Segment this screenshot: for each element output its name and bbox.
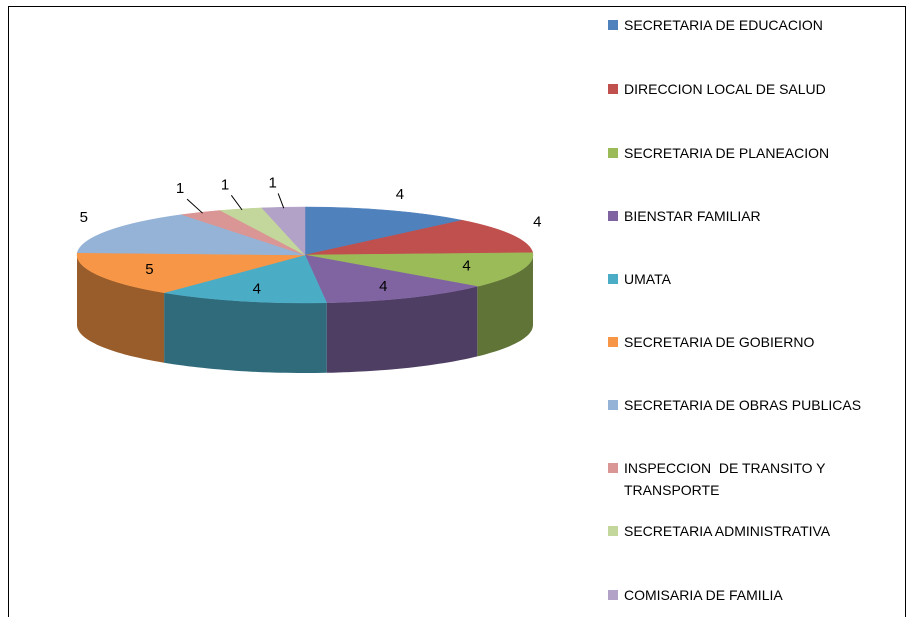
legend-label: SECRETARIA ADMINISTRATIVA [624, 523, 831, 539]
legend-label: BIENSTAR FAMILIAR [624, 208, 761, 224]
legend-label: DIRECCION LOCAL DE SALUD [624, 81, 826, 97]
data-label: 4 [379, 278, 387, 295]
legend-swatch [608, 211, 618, 221]
legend-swatch [608, 400, 618, 410]
legend-swatch [608, 463, 618, 473]
legend-swatch [608, 337, 618, 347]
data-label: 5 [80, 209, 88, 226]
legend-item: BIENSTAR FAMILIAR [608, 205, 898, 227]
legend-item: INSPECCION DE TRANSITO Y TRANSPORTE [608, 457, 898, 501]
data-label: 5 [145, 261, 153, 278]
legend-item: UMATA [608, 268, 898, 290]
pie-wall [326, 286, 478, 373]
pie-wall [77, 255, 165, 363]
legend-item: SECRETARIA DE PLANEACION [608, 142, 898, 164]
legend-label: UMATA [624, 271, 671, 287]
leader-line [277, 193, 285, 209]
data-label: 4 [533, 214, 541, 231]
legend-item: SECRETARIA ADMINISTRATIVA [608, 520, 898, 542]
pie-slice [163, 254, 328, 304]
legend-swatch [608, 590, 618, 600]
legend-item: SECRETARIA DE GOBIERNO [608, 331, 898, 353]
leader-line [230, 195, 243, 211]
data-label: 4 [462, 258, 470, 275]
leader-line [186, 198, 203, 214]
legend-item: COMISARIA DE FAMILIA [608, 584, 898, 606]
legend-swatch [608, 148, 618, 158]
legend-label: SECRETARIA DE GOBIERNO [624, 334, 815, 350]
data-label: 4 [253, 281, 261, 298]
pie-slice [304, 220, 534, 256]
legend-label: INSPECCION DE TRANSITO Y TRANSPORTE [624, 460, 829, 498]
pie-slice [304, 252, 534, 287]
legend-label: SECRETARIA DE PLANEACION [624, 145, 830, 161]
data-label: 1 [176, 180, 184, 197]
legend-swatch [608, 84, 618, 94]
legend-item: SECRETARIA DE OBRAS PUBLICAS [608, 394, 898, 416]
legend-item: SECRETARIA DE EDUCACION [608, 14, 898, 36]
data-label: 4 [396, 186, 404, 203]
legend-swatch [608, 20, 618, 30]
pie-wall [164, 292, 327, 373]
pie-slice [304, 206, 463, 256]
chart-frame [8, 6, 906, 617]
legend-item: DIRECCION LOCAL DE SALUD [608, 78, 898, 100]
legend-label: SECRETARIA DE EDUCACION [624, 17, 823, 33]
legend-swatch [608, 274, 618, 284]
data-label: 1 [221, 176, 229, 193]
legend-label: COMISARIA DE FAMILIA [624, 587, 783, 603]
legend-label: SECRETARIA DE OBRAS PUBLICAS [624, 397, 862, 413]
pie-wall [477, 255, 533, 357]
pie-slice [304, 254, 478, 304]
data-label: 1 [269, 174, 277, 191]
pie-slice [76, 252, 306, 293]
legend-swatch [608, 526, 618, 536]
pie-slice [76, 214, 306, 256]
